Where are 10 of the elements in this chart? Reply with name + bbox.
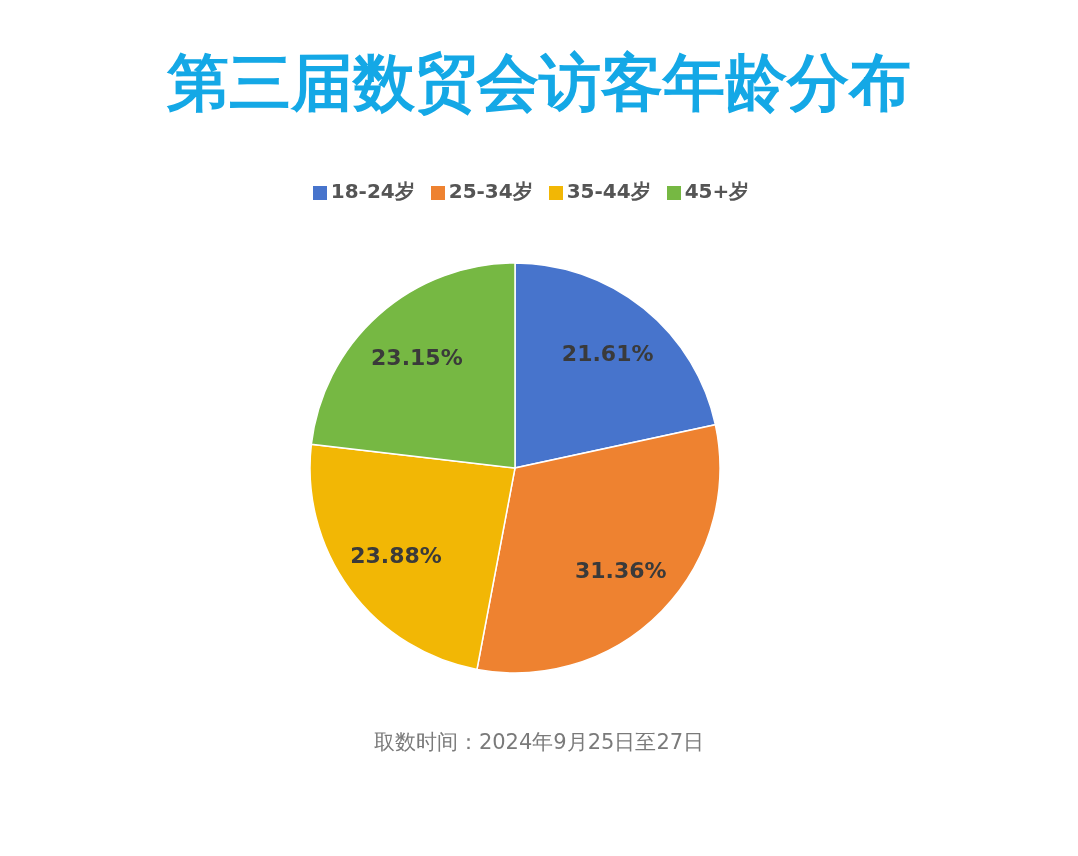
data-label: 21.61% (561, 340, 654, 366)
legend-label: 45+岁 (684, 179, 750, 203)
legend-label: 18-24岁 (330, 179, 415, 203)
data-label: 23.88% (350, 542, 442, 568)
text: 取数时间：2024年9月25日至27日 (372, 729, 706, 756)
data-label: 23.15% (371, 345, 463, 371)
legend-label: 25-34岁 (448, 179, 533, 203)
chart-title: 第三届数贸会访客年龄分布 (166, 45, 912, 121)
legend-label: 35-44岁 (566, 179, 651, 203)
data-label: 31.36% (574, 558, 667, 584)
